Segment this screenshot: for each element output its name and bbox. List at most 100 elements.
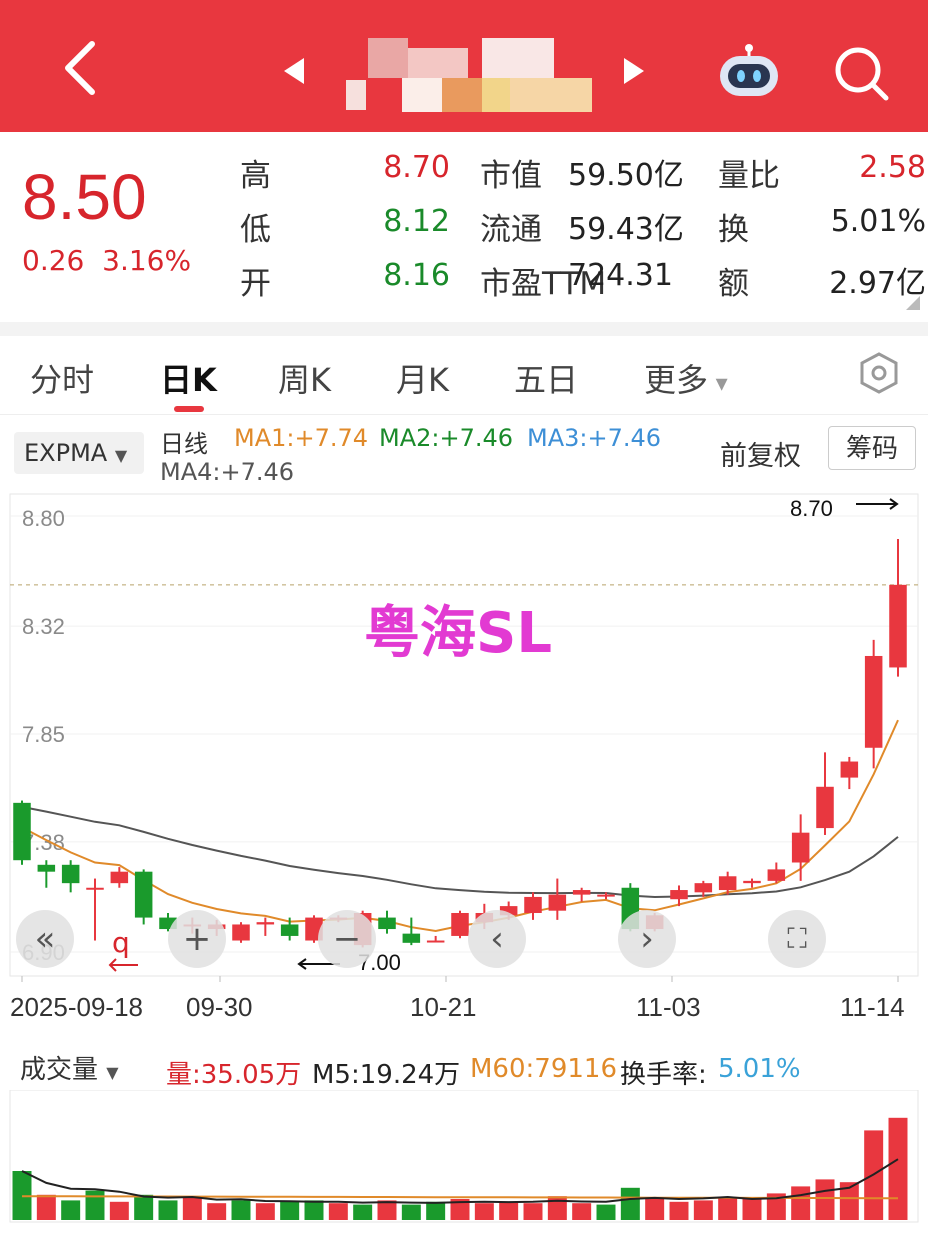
zoom-out-button[interactable]: − — [318, 910, 376, 968]
candle-body[interactable] — [86, 887, 104, 890]
candle-body[interactable] — [134, 871, 153, 918]
dropdown-caret-icon: ▼ — [114, 446, 128, 465]
indicator-select[interactable]: EXPMA ▼ — [14, 432, 144, 474]
volume-bar — [85, 1190, 105, 1220]
candle-body[interactable] — [13, 802, 31, 861]
volume-bar — [450, 1199, 470, 1220]
candle-body[interactable] — [597, 894, 615, 897]
volume-bar — [12, 1171, 32, 1220]
candle-body[interactable] — [451, 912, 469, 936]
scroll-next-button[interactable]: › — [618, 910, 676, 968]
volume-m60-line — [21, 1195, 898, 1200]
search-icon[interactable] — [832, 44, 890, 102]
fullscreen-button[interactable]: ⛶ — [768, 910, 826, 968]
y-tick-label: 8.80 — [22, 506, 65, 531]
low-arrow-head-icon — [297, 958, 307, 970]
price-change: 0.26 3.16% — [22, 244, 192, 277]
candle-body[interactable] — [791, 832, 810, 863]
stat-label: 低 — [240, 212, 271, 248]
volume-bar — [401, 1204, 421, 1220]
volume-m60: M60:79116 — [470, 1054, 617, 1084]
ma3-value: MA3:+7.46 — [527, 424, 662, 452]
back-arrow-icon[interactable] — [56, 38, 106, 98]
tab-3[interactable]: 月K — [396, 361, 449, 399]
candle-body[interactable] — [232, 924, 250, 941]
candle-body[interactable] — [110, 871, 129, 884]
stock-name-pixelated — [346, 30, 592, 116]
prev-stock-icon[interactable] — [284, 58, 304, 84]
volume-bar — [693, 1200, 713, 1220]
event-marker[interactable]: q — [112, 926, 130, 959]
volume-bar — [718, 1197, 738, 1220]
volume-bar — [36, 1194, 56, 1220]
tab-2[interactable]: 周K — [278, 361, 331, 399]
volume-bar — [547, 1196, 567, 1220]
volume-bar — [304, 1200, 324, 1220]
candle-body[interactable] — [572, 890, 591, 895]
volume-bar — [815, 1179, 835, 1220]
volume-bar — [791, 1186, 811, 1220]
expand-corner-icon[interactable] — [906, 296, 920, 310]
stat-label: 市值 — [480, 158, 542, 194]
tab-divider — [0, 414, 928, 415]
candle-body[interactable] — [840, 761, 859, 778]
tab-1[interactable]: 日K — [160, 361, 217, 399]
candle-body[interactable] — [548, 894, 567, 911]
candle-body[interactable] — [256, 922, 275, 925]
candle-body[interactable] — [402, 933, 421, 943]
tab-0[interactable]: 分时 — [30, 361, 95, 399]
x-tick-label: 09-30 — [186, 992, 253, 1022]
volume-bar — [474, 1203, 494, 1220]
ma2-value: MA2:+7.46 — [379, 424, 514, 452]
candle-body[interactable] — [889, 584, 907, 668]
quote-panel — [0, 132, 928, 322]
scroll-prev-button[interactable]: ‹ — [468, 910, 526, 968]
volume-bar — [839, 1182, 859, 1220]
settings-hexagon-icon[interactable] — [858, 352, 900, 394]
volume-bar — [377, 1200, 397, 1220]
candle-body[interactable] — [159, 917, 177, 930]
tab-4[interactable]: 五日 — [514, 361, 579, 399]
candle-body[interactable] — [767, 869, 786, 881]
candle-body[interactable] — [426, 940, 445, 943]
robot-assistant-icon[interactable] — [718, 42, 780, 98]
candle-body[interactable] — [524, 896, 542, 913]
volume-bar — [523, 1203, 543, 1220]
candle-body[interactable] — [718, 876, 737, 891]
candle-body[interactable] — [378, 917, 396, 930]
next-stock-icon[interactable] — [624, 58, 644, 84]
stat-label: 换 — [718, 212, 749, 248]
candle-body[interactable] — [694, 883, 713, 893]
candle-body[interactable] — [499, 906, 518, 916]
stat-label: 额 — [718, 266, 749, 302]
candle-body[interactable] — [61, 864, 80, 884]
stat-value: 59.50亿 — [568, 158, 684, 193]
stat-label: 高 — [240, 158, 271, 194]
turnover-value: 5.01% — [718, 1054, 801, 1084]
volume-bar — [207, 1203, 227, 1220]
candle-body[interactable] — [816, 786, 834, 829]
y-tick-label: 7.85 — [22, 722, 65, 747]
volume-indicator-select[interactable]: 成交量 ▼ — [20, 1055, 119, 1085]
candle-body[interactable] — [670, 890, 688, 900]
zoom-in-button[interactable]: + — [168, 910, 226, 968]
tab-5[interactable]: 更多 ▾ — [644, 361, 728, 399]
high-label: 8.70 — [790, 496, 833, 521]
candle-body[interactable] — [743, 880, 761, 884]
volume-bar — [669, 1201, 689, 1220]
chips-button[interactable]: 筹码 — [828, 426, 916, 470]
volume-bar — [182, 1197, 202, 1220]
stat-value: 8.12 — [383, 204, 450, 239]
candle-body[interactable] — [280, 924, 299, 936]
candle-body[interactable] — [864, 655, 883, 748]
volume-chart[interactable] — [0, 1090, 928, 1240]
candle-body[interactable] — [37, 864, 56, 872]
x-tick-label: 2025-09-18 — [10, 992, 143, 1022]
adjust-select[interactable]: 前复权 — [720, 441, 801, 472]
volume-bar — [596, 1204, 616, 1220]
stat-label: 流通 — [480, 212, 542, 248]
volume-bar — [134, 1194, 154, 1220]
fast-back-button[interactable]: « — [16, 910, 74, 968]
stat-label: 市盈TTM — [480, 266, 607, 302]
volume-bar — [620, 1187, 640, 1220]
